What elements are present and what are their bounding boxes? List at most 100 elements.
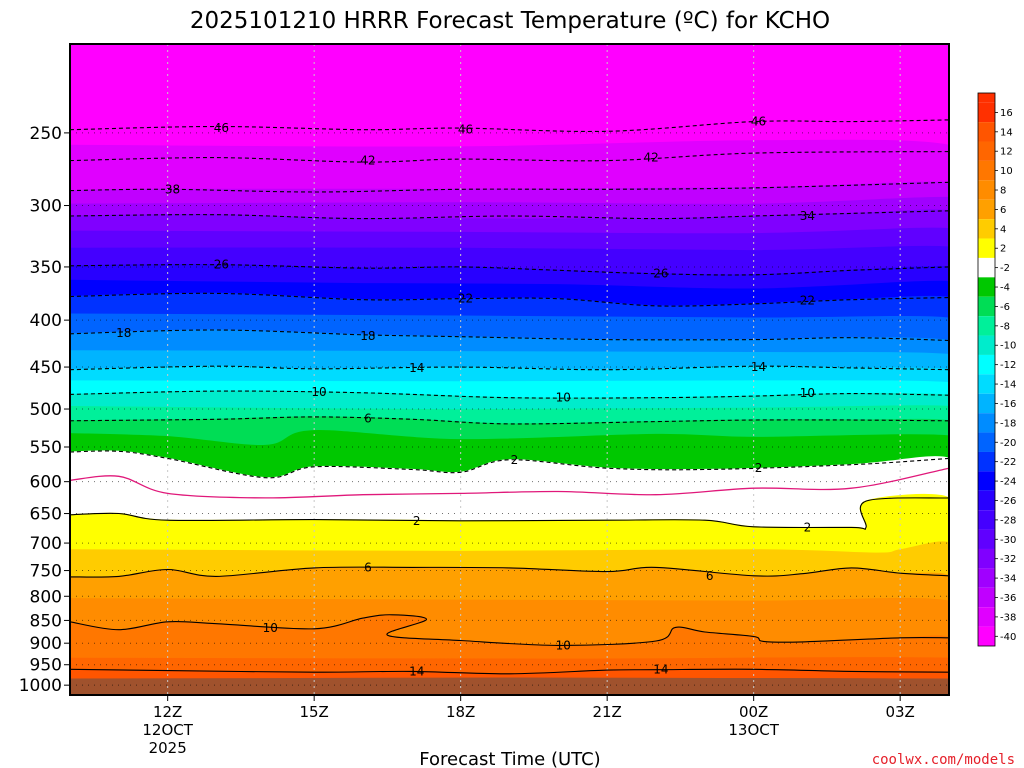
colorbar-cell: [978, 471, 995, 491]
credit-text: coolwx.com/models: [872, 752, 1015, 768]
temperature-band: [70, 139, 949, 192]
colorbar-label: 2: [1000, 244, 1006, 255]
colorbar-cell: [978, 277, 995, 297]
colorbar-label: -2: [1000, 263, 1010, 274]
contour-label: 46: [751, 115, 766, 129]
colorbar-label: -38: [1000, 612, 1016, 623]
temperature-band: [70, 677, 949, 695]
contour-label: 10: [263, 621, 278, 635]
colorbar-cell: [978, 568, 995, 588]
colorbar-label: -28: [1000, 515, 1016, 526]
contour-label: 10: [311, 385, 326, 399]
colorbar-label: -16: [1000, 399, 1016, 410]
colorbar-cell: [978, 529, 995, 549]
colorbar-cell: [978, 180, 995, 200]
colorbar-cell: [978, 490, 995, 511]
contour-label: 46: [214, 121, 229, 135]
contour-label: 46: [458, 123, 473, 137]
pressure-tick-label: 400: [30, 311, 62, 331]
pressure-tick-label: 600: [30, 473, 62, 493]
pressure-tick-label: 450: [30, 358, 62, 378]
colorbar-label: -30: [1000, 535, 1016, 546]
contour-line: [70, 119, 949, 133]
contour-label: 26: [653, 267, 668, 281]
contour-label: 42: [360, 154, 375, 168]
colorbar-cell: [978, 587, 995, 608]
contour-line: [70, 181, 949, 193]
pressure-tick-label: 750: [30, 562, 62, 582]
time-tick-label: 12OCT: [142, 721, 193, 739]
colorbar-cell: [978, 296, 995, 317]
colorbar-label: -18: [1000, 418, 1016, 429]
contour-line: [70, 292, 949, 307]
contour-line: [70, 264, 949, 276]
chart-title: 2025101210 HRRR Forecast Temperature (ºC…: [190, 8, 830, 34]
contour-label: 2: [804, 520, 812, 534]
pressure-axis: 250 300 350 400 450 500 550 600 650 700 750 800 850 9…: [19, 124, 70, 696]
colorbar-label: -26: [1000, 496, 1016, 507]
colorbar-cell: [978, 548, 995, 569]
contour-label: 10: [556, 391, 571, 405]
time-tick-label: 21Z: [592, 703, 621, 721]
contour-label: 2: [413, 514, 421, 528]
contour-label: 42: [643, 151, 658, 165]
time-tick-label: 03Z: [885, 703, 914, 721]
contour-line: [70, 497, 949, 530]
colorbar-cell: [978, 238, 995, 258]
temperature-bands: [70, 44, 949, 695]
contour-label: 2: [511, 453, 519, 467]
contour-line: [70, 614, 949, 646]
colorbar-cell: [978, 141, 995, 161]
colorbar-label: -34: [1000, 574, 1016, 585]
contour-label: 18: [360, 329, 375, 343]
colorbar-label: -4: [1000, 283, 1010, 294]
colorbar-cell: [978, 374, 995, 394]
contour-label: 2: [755, 461, 763, 475]
contour-lines: [70, 119, 949, 675]
colorbar-label: 12: [1000, 147, 1013, 158]
colorbar-label: -32: [1000, 554, 1016, 565]
colorbar-cell: [978, 219, 995, 239]
pressure-tick-label: 250: [30, 124, 62, 144]
colorbar-cell: [978, 510, 995, 530]
time-tick-label: 12Z: [153, 703, 182, 721]
contour-label: 26: [214, 258, 229, 272]
contour-line: [70, 390, 949, 399]
colorbar: 16 14 12 10 8 6 4 2 -2 -4 -6 -8 -10 -12 -14 -16 -18 -20 -2…: [977, 92, 1016, 647]
colorbar-cell: [978, 626, 995, 646]
pressure-tick-label: 850: [30, 611, 62, 631]
contour-line: [70, 450, 949, 479]
colorbar-frame: [977, 92, 996, 647]
contour-label: 22: [800, 294, 815, 308]
contour-label: 18: [116, 326, 131, 340]
time-tick-label: 2025: [149, 739, 187, 757]
colorbar-cell: [978, 413, 995, 433]
time-tick-label: 00Z: [739, 703, 768, 721]
pressure-tick-label: 800: [30, 587, 62, 607]
plot-frame: [69, 43, 950, 696]
time-tick-label: 15Z: [299, 703, 328, 721]
contour-line: [70, 210, 949, 220]
contour-label: 38: [165, 182, 180, 196]
pressure-tick-label: 900: [30, 634, 62, 654]
contour-label: 34: [800, 209, 815, 223]
colorbar-cell: [978, 335, 995, 355]
colorbar-cell: [978, 451, 995, 472]
time-tick-label: 13OCT: [728, 721, 779, 739]
colorbar-cell: [978, 316, 995, 336]
pressure-tick-label: 950: [30, 656, 62, 676]
grid-lines: [70, 44, 949, 695]
colorbar-label: 6: [1000, 205, 1006, 216]
contour-label: 10: [556, 638, 571, 652]
x-axis-label: Forecast Time (UTC): [419, 749, 600, 768]
colorbar-label: 16: [1000, 108, 1013, 119]
contour-label: 10: [800, 386, 815, 400]
pressure-tick-label: 650: [30, 505, 62, 525]
contour-label: 6: [706, 569, 714, 583]
colorbar-label: -10: [1000, 341, 1016, 352]
contour-label: 22: [458, 292, 473, 306]
colorbar-label: -24: [1000, 477, 1016, 488]
